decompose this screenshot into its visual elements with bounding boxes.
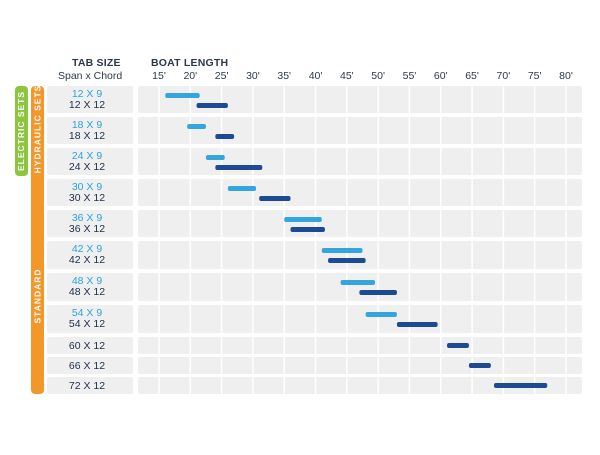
standard-bar: HYDRAULIC SETS STANDARD <box>31 85 44 394</box>
bar-9-chord <box>365 312 397 317</box>
bar-12-chord <box>493 383 548 388</box>
boat-length-header: BOAT LENGTH <box>151 57 229 69</box>
bar-12-chord <box>215 165 263 170</box>
row-label-12: 30 X 12 <box>68 192 106 204</box>
row-label-background <box>47 273 133 301</box>
row-label-9: 54 X 9 <box>71 307 103 319</box>
bar-9-chord <box>284 217 322 222</box>
row-label-background <box>47 377 133 394</box>
x-tick-label: 75' <box>527 70 542 82</box>
bar-12-chord <box>359 290 397 295</box>
row-label-9: 24 X 9 <box>71 150 103 162</box>
row-label-12: 18 X 12 <box>68 130 106 142</box>
x-tick-label: 40' <box>308 70 323 82</box>
row-label-9: 42 X 9 <box>71 243 103 255</box>
x-tick-label: 20' <box>183 70 198 82</box>
bar-9-chord <box>340 280 376 285</box>
row-label-9: 36 X 9 <box>71 212 103 224</box>
x-tick-label: 25' <box>214 70 229 82</box>
bar-12-chord <box>290 227 325 232</box>
row-background <box>138 117 582 144</box>
row-label-background <box>47 148 133 175</box>
bar-12-chord <box>196 103 228 108</box>
row-label-background <box>47 86 133 113</box>
row-label-background <box>47 179 133 206</box>
x-tick-label: 65' <box>465 70 479 82</box>
row-background <box>138 241 582 269</box>
row-label-12: 36 X 12 <box>68 223 106 235</box>
electric-sets-bar: ELECTRIC SETS <box>15 86 28 176</box>
row-background <box>138 179 582 206</box>
row-label-9: 12 X 9 <box>71 88 103 100</box>
x-tick-label: 15' <box>152 70 166 82</box>
row-background <box>138 357 582 374</box>
row-label-12: 72 X 12 <box>68 380 106 392</box>
row-background <box>138 337 582 354</box>
bar-12-chord <box>328 258 366 263</box>
row-label-background <box>47 210 133 237</box>
row-label-9: 30 X 9 <box>71 181 103 193</box>
tab-size-header: TAB SIZE <box>72 57 121 69</box>
bar-9-chord <box>321 248 363 253</box>
row-label-9: 48 X 9 <box>71 275 103 287</box>
row-label-12: 54 X 12 <box>68 318 106 330</box>
row-label-12: 24 X 12 <box>68 161 106 173</box>
row-label-background <box>47 305 133 333</box>
span-chord-subheader: Span x Chord <box>58 70 123 82</box>
row-background <box>138 377 582 394</box>
x-tick-label: 55' <box>402 70 417 82</box>
row-label-12: 66 X 12 <box>68 360 106 372</box>
row-label-12: 12 X 12 <box>68 99 106 111</box>
row-background <box>138 210 582 237</box>
bar-12-chord <box>396 322 438 327</box>
x-tick-label: 45' <box>340 70 354 82</box>
bar-9-chord <box>205 155 225 160</box>
bar-12-chord <box>468 363 491 368</box>
x-tick-label: 35' <box>277 70 292 82</box>
row-background <box>138 305 582 333</box>
bar-12-chord <box>259 196 291 201</box>
x-tick-label: 60' <box>433 70 448 82</box>
bar-9-chord <box>187 124 206 129</box>
row-background <box>138 273 582 301</box>
row-label-background <box>47 337 133 354</box>
bar-9-chord <box>165 93 200 98</box>
bar-9-chord <box>227 186 257 191</box>
row-label-12: 60 X 12 <box>68 340 106 352</box>
row-label-background <box>47 241 133 269</box>
x-tick-label: 70' <box>496 70 511 82</box>
row-label-9: 18 X 9 <box>71 119 103 131</box>
x-tick-label: 80' <box>559 70 573 82</box>
x-tick-label: 50' <box>371 70 385 82</box>
row-background <box>138 148 582 175</box>
row-background <box>138 86 582 113</box>
bar-12-chord <box>447 343 469 348</box>
bar-12-chord <box>215 134 235 139</box>
row-label-background <box>47 357 133 374</box>
row-label-12: 48 X 12 <box>68 286 106 298</box>
x-tick-label: 30' <box>246 70 260 82</box>
row-label-12: 42 X 12 <box>68 254 106 266</box>
row-label-background <box>47 117 133 144</box>
